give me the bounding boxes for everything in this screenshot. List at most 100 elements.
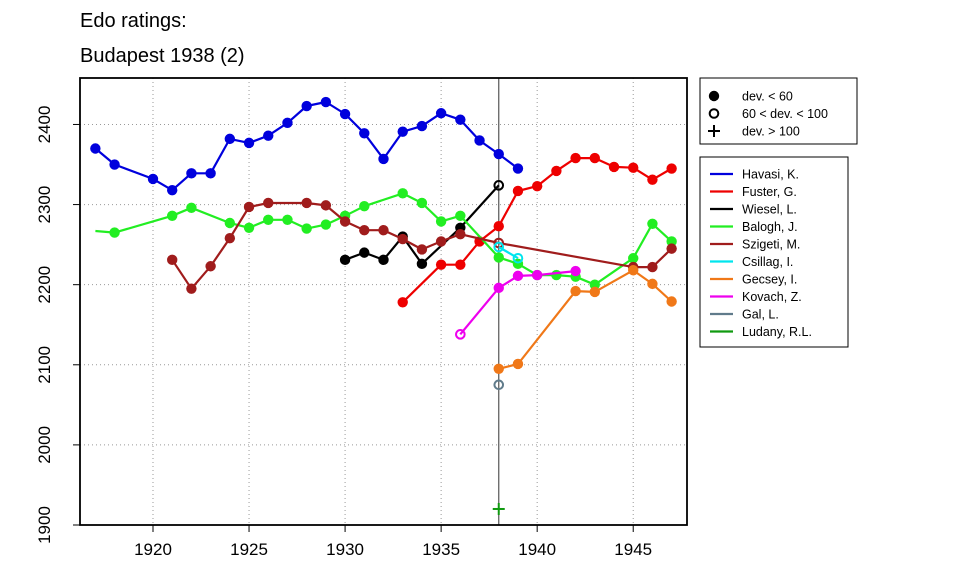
data-point: [647, 218, 658, 229]
data-point: [109, 227, 120, 238]
data-point: [378, 153, 389, 165]
plot-frame: [79, 77, 688, 526]
marker-legend-label: dev. < 60: [742, 90, 793, 104]
data-point: [416, 258, 428, 270]
data-point: [320, 200, 332, 211]
data-point: [186, 168, 197, 179]
data-point: [397, 126, 408, 137]
marker-legend-label: 60 < dev. < 100: [742, 107, 828, 121]
data-point: [493, 252, 504, 263]
data-point: [647, 261, 658, 273]
data-point: [628, 253, 639, 264]
data-point: [243, 222, 255, 234]
data-point: [320, 219, 332, 230]
legend-label: Wiesel, L.: [742, 203, 797, 217]
data-point: [416, 244, 428, 255]
data-point: [186, 283, 197, 294]
data-point: [531, 269, 543, 281]
grid-lines: [80, 78, 687, 526]
data-point: [628, 265, 639, 276]
data-point: [339, 254, 351, 266]
data-point: [493, 282, 504, 294]
data-point: [359, 200, 370, 212]
data-point: [647, 278, 658, 290]
series-layer: [90, 78, 677, 525]
data-point: [435, 259, 447, 270]
data-point: [397, 233, 408, 245]
data-point: [512, 163, 524, 174]
data-point: [224, 217, 236, 229]
data-point: [608, 161, 620, 173]
x-tick-label: 1940: [518, 540, 556, 559]
data-point: [205, 168, 216, 179]
data-point: [282, 117, 293, 129]
legend-label: Kovach, Z.: [742, 290, 802, 304]
data-point: [397, 297, 408, 308]
x-tick-label: 1935: [422, 540, 460, 559]
data-point: [167, 254, 178, 266]
data-point: [109, 159, 120, 170]
series-group: [493, 379, 505, 391]
data-point: [435, 216, 447, 227]
data-point: [493, 180, 505, 191]
data-point: [666, 243, 677, 254]
data-point: [492, 502, 505, 515]
x-tick-label: 1920: [134, 540, 172, 559]
data-point: [512, 185, 524, 197]
data-point: [416, 120, 428, 132]
data-point: [263, 197, 274, 209]
series-line: [94, 100, 519, 192]
data-point: [493, 220, 504, 232]
data-point: [263, 214, 274, 225]
data-point: [647, 174, 658, 185]
y-tick-label: 2200: [35, 266, 54, 304]
series-group: [167, 197, 677, 294]
data-point: [359, 247, 370, 258]
x-tick-label: 1925: [230, 540, 268, 559]
data-point: [512, 252, 524, 264]
data-point: [455, 210, 466, 221]
data-point: [512, 358, 524, 370]
data-point: [512, 270, 524, 282]
data-point: [243, 137, 255, 149]
series-group: [90, 96, 524, 196]
data-point: [570, 285, 581, 297]
data-point: [455, 114, 466, 125]
data-point: [301, 197, 312, 209]
y-tick-label: 2300: [35, 186, 54, 224]
marker-legend: dev. < 60 60 < dev. < 100 dev. > 100: [708, 90, 828, 139]
legend-label: Gal, L.: [742, 308, 779, 322]
chart-title: Edo ratings:: [80, 10, 187, 32]
data-point: [282, 214, 293, 225]
data-point: [589, 152, 600, 164]
data-point: [167, 210, 178, 221]
data-point: [378, 225, 389, 236]
data-point: [666, 236, 677, 247]
data-point: [301, 223, 312, 234]
data-point: [263, 130, 274, 141]
data-point: [551, 269, 562, 281]
data-point: [589, 286, 600, 298]
data-point: [666, 163, 677, 174]
legend-label: Csillag, I.: [742, 255, 793, 269]
y-axis: 1900 2000 2100 2200 2300 2400: [35, 106, 80, 544]
data-point: [167, 184, 178, 196]
series-group: [493, 265, 677, 374]
data-point: [570, 265, 581, 277]
legend-label: Havasi, K.: [742, 168, 799, 182]
data-point: [551, 165, 562, 177]
data-point: [589, 279, 600, 290]
data-point: [708, 90, 720, 102]
series-legend-box: [699, 156, 849, 348]
series-legend: Havasi, K. Fuster, G. Wiesel, L. Balogh, J.…: [710, 168, 812, 339]
data-point: [339, 108, 351, 120]
data-point: [339, 216, 351, 227]
data-point: [147, 173, 159, 185]
data-point: [493, 363, 504, 374]
data-point: [397, 188, 408, 199]
data-point: [90, 143, 101, 154]
data-point: [708, 125, 720, 137]
y-tick-label: 2400: [35, 106, 54, 144]
data-point: [301, 100, 312, 112]
